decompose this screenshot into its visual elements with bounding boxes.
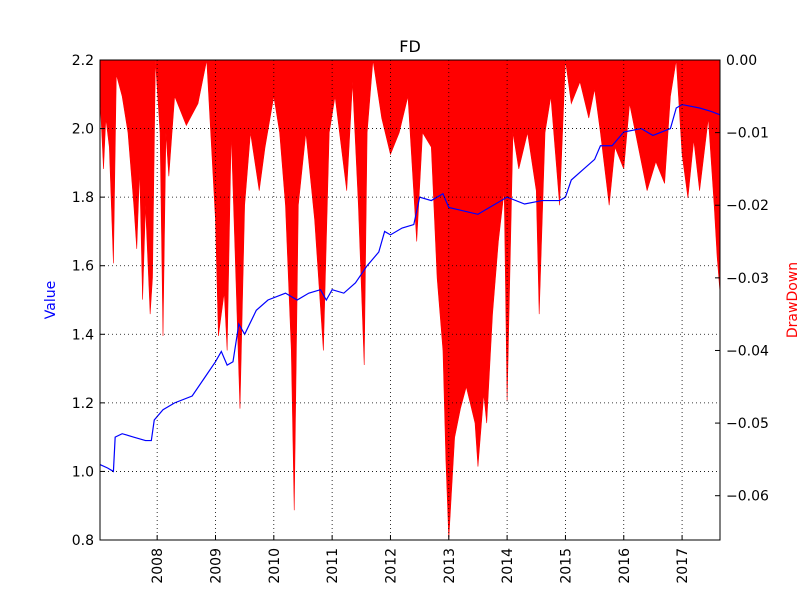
drawdown-area xyxy=(99,59,721,540)
chart-title: FD xyxy=(399,37,421,56)
x-tick-label: 2016 xyxy=(617,548,633,584)
y2-tick-label: −0.01 xyxy=(726,126,769,142)
y-tick-label: 1.0 xyxy=(72,464,94,480)
y2-tick-label: −0.02 xyxy=(726,198,769,214)
value-line xyxy=(99,103,721,473)
y-tick-label: 0.8 xyxy=(72,533,94,549)
x-tick-label: 2008 xyxy=(150,548,166,584)
x-tick-label: 2013 xyxy=(442,548,458,584)
x-tick-label: 2017 xyxy=(675,548,691,584)
x-tick-label: 2009 xyxy=(208,548,224,584)
x-tick-label: 2012 xyxy=(383,548,399,584)
y2-tick-label: −0.06 xyxy=(726,489,769,505)
y-tick-label: 1.4 xyxy=(72,327,94,343)
y2-tick-label: −0.03 xyxy=(726,271,769,287)
x-tick-label: 2010 xyxy=(267,548,283,584)
y-tick-label: 1.8 xyxy=(72,190,94,206)
y-tick-label: 2.2 xyxy=(72,53,94,69)
y-tick-label: 2.0 xyxy=(72,122,94,138)
x-tick-label: 2011 xyxy=(325,548,341,584)
x-tick-label: 2014 xyxy=(500,548,516,584)
y-tick-label: 1.6 xyxy=(72,259,94,275)
y2-axis-label: DrawDown xyxy=(785,262,800,338)
y2-tick-label: −0.04 xyxy=(726,343,769,359)
y2-tick-label: 0.00 xyxy=(726,53,757,69)
y-axis-label: Value xyxy=(43,281,59,319)
plot-frame xyxy=(99,59,721,541)
y2-tick-label: −0.05 xyxy=(726,416,769,432)
x-tick-label: 2015 xyxy=(558,548,574,584)
y-tick-label: 1.2 xyxy=(72,396,94,412)
